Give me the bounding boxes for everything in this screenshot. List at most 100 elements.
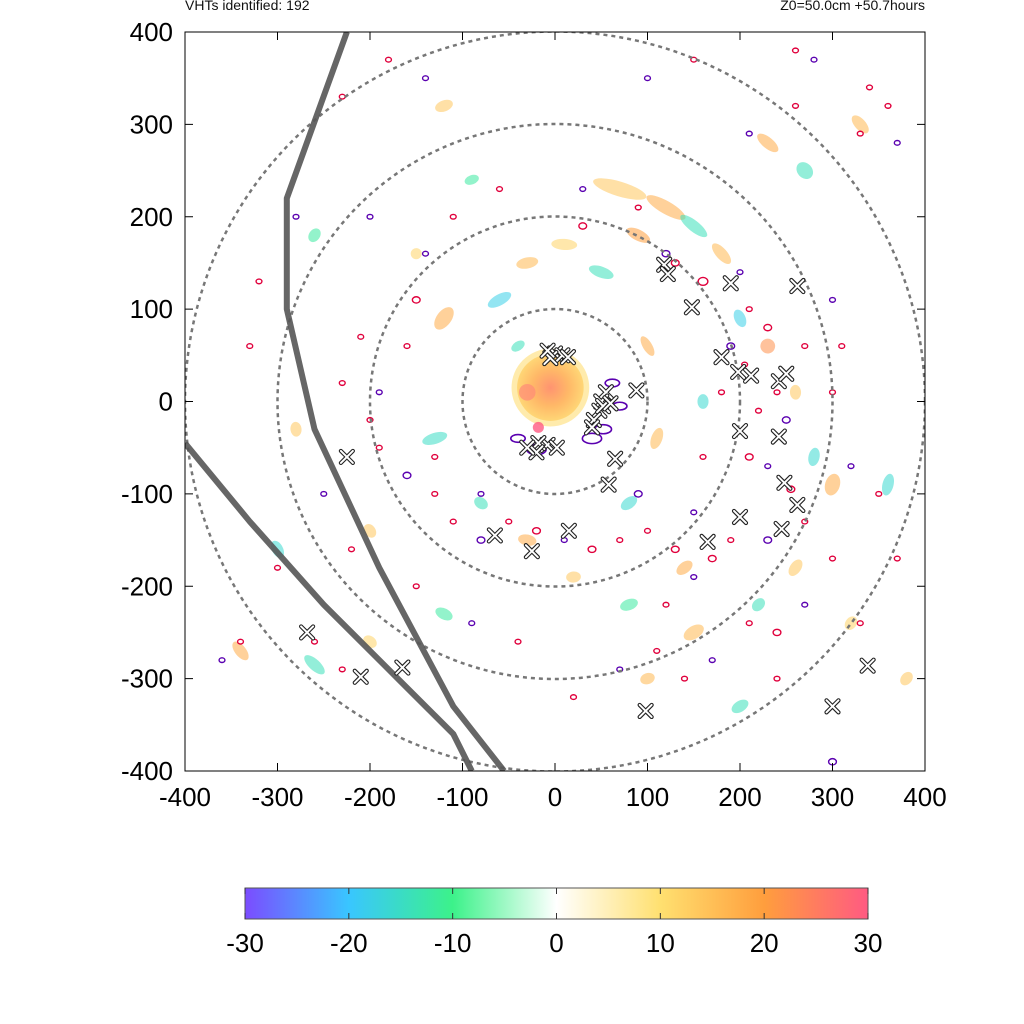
contour-loop bbox=[772, 628, 782, 637]
contour-loop bbox=[421, 250, 430, 257]
range-ring bbox=[368, 215, 742, 588]
vht-marker bbox=[583, 419, 601, 436]
core-hotspot bbox=[532, 421, 544, 433]
field-blob bbox=[620, 496, 638, 511]
field-blob bbox=[232, 641, 249, 661]
x-tick-label: -200 bbox=[344, 782, 396, 812]
field-blob bbox=[487, 292, 512, 308]
contour-loop bbox=[338, 379, 346, 387]
field-blob bbox=[435, 607, 453, 621]
colorbar-tick-label: -30 bbox=[226, 928, 264, 958]
contour-loop bbox=[697, 276, 709, 287]
field-blob bbox=[733, 309, 747, 328]
vht-marker bbox=[607, 450, 624, 467]
field-blob bbox=[711, 243, 732, 265]
x-tick-label: 400 bbox=[903, 782, 946, 812]
vht-marker bbox=[539, 342, 556, 359]
contour-loop bbox=[810, 56, 818, 63]
contour-loop bbox=[403, 343, 411, 350]
contour-loop bbox=[495, 185, 504, 193]
field-blob bbox=[640, 336, 655, 356]
vht-marker bbox=[548, 439, 565, 456]
contour-loop bbox=[856, 130, 864, 137]
contour-loop bbox=[690, 573, 698, 581]
vht-marker bbox=[602, 395, 619, 412]
core-fill bbox=[517, 354, 584, 421]
vht-marker bbox=[528, 444, 545, 461]
field-blob bbox=[474, 496, 488, 510]
contour-loop bbox=[375, 389, 383, 396]
contour-loop bbox=[763, 323, 773, 332]
contour-loop bbox=[763, 536, 773, 544]
contour-loop bbox=[726, 342, 736, 350]
colorbar: -30 -20 -10 0 10 20 30 bbox=[226, 887, 882, 958]
range-ring bbox=[461, 307, 649, 496]
field-blob bbox=[410, 248, 422, 260]
y-tick-label: 200 bbox=[130, 202, 173, 232]
vht-marker bbox=[519, 439, 536, 456]
x-tick-label: 100 bbox=[626, 782, 669, 812]
vht-marker bbox=[559, 349, 577, 366]
contour-loop bbox=[764, 463, 772, 470]
contour-loop bbox=[431, 490, 439, 497]
contour-loop bbox=[579, 185, 587, 193]
contour-loop bbox=[366, 213, 374, 220]
y-tick-label: -200 bbox=[121, 571, 173, 601]
field-blob bbox=[650, 427, 664, 450]
y-tick-label: 0 bbox=[159, 387, 173, 417]
contour-loop bbox=[838, 343, 846, 350]
contour-loop bbox=[505, 518, 513, 525]
x-tick-label: -300 bbox=[251, 782, 303, 812]
field-blob bbox=[593, 178, 647, 200]
field-blob bbox=[796, 162, 814, 180]
vht-marker bbox=[776, 474, 793, 491]
vht-marker bbox=[600, 476, 617, 493]
vht-marker bbox=[731, 508, 749, 526]
field-blob bbox=[434, 307, 454, 330]
field-blob bbox=[640, 672, 655, 685]
eyewall-contour bbox=[581, 432, 603, 445]
contour-loop bbox=[587, 545, 597, 554]
vht-marker bbox=[659, 265, 676, 283]
field-blob bbox=[900, 671, 913, 686]
contour-loop bbox=[781, 416, 791, 424]
contour-loop bbox=[786, 485, 796, 494]
storm-track bbox=[185, 441, 475, 771]
field-blob bbox=[824, 473, 841, 496]
contour-loop bbox=[727, 537, 735, 544]
x-tick-label: -100 bbox=[436, 782, 488, 812]
axes: -400 -300 -200 -100 0 100 200 300 400 400 300 200 10… bbox=[121, 17, 947, 812]
contour-loop bbox=[292, 213, 300, 220]
colorbar-tick-label: 0 bbox=[549, 928, 563, 958]
field-blob bbox=[789, 384, 802, 400]
range-rings bbox=[185, 32, 925, 771]
vht-marker bbox=[560, 522, 577, 539]
contour-loop bbox=[791, 102, 800, 109]
x-tick-label: 0 bbox=[548, 782, 562, 812]
vht-marker bbox=[824, 698, 841, 715]
vht-marker bbox=[699, 533, 716, 551]
field-blob bbox=[676, 560, 693, 575]
vht-marker bbox=[523, 543, 540, 560]
field-blob bbox=[683, 624, 704, 641]
contour-loop bbox=[412, 583, 420, 590]
contour-loop bbox=[643, 75, 652, 82]
run-info-label: Z0=50.0cm +50.7hours bbox=[780, 0, 925, 13]
contour-loop bbox=[402, 471, 412, 480]
contour-loop bbox=[662, 601, 670, 608]
contour-loop bbox=[745, 306, 753, 313]
contour-loop bbox=[708, 657, 716, 664]
contour-loop bbox=[421, 75, 430, 82]
vht-count-label: VHTs identified: 192 bbox=[185, 0, 310, 13]
field-blob bbox=[788, 559, 803, 577]
vht-marker bbox=[637, 702, 654, 720]
field-blob bbox=[308, 228, 321, 243]
vht-marker bbox=[730, 363, 747, 381]
contour-loop bbox=[847, 463, 855, 470]
range-ring bbox=[276, 122, 834, 681]
contour-loop bbox=[633, 490, 643, 498]
field-blob bbox=[757, 133, 779, 153]
colorbar-tick-label: 10 bbox=[646, 928, 675, 958]
contour-loop bbox=[643, 527, 652, 534]
contour-loop bbox=[801, 343, 809, 350]
